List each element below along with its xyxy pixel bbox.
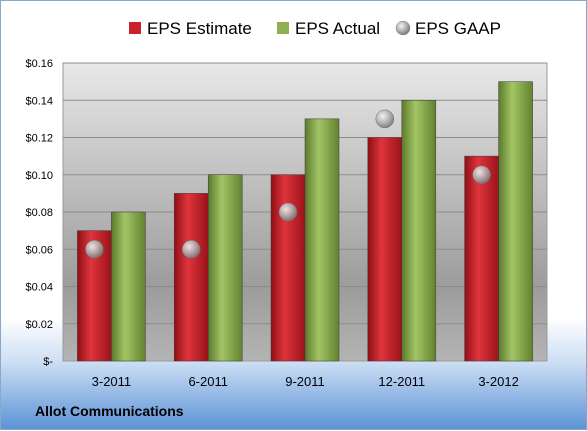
bar-eps-actual	[401, 100, 437, 362]
x-axis-labels: 3-2011 6-2011 9-2011 12-2011 3-2012	[92, 374, 519, 389]
bar-eps-actual	[111, 211, 146, 362]
marker-eps-gaap	[85, 240, 104, 259]
bar-eps-actual	[498, 81, 533, 362]
legend-label: EPS Estimate	[147, 19, 252, 38]
y-tick-label: $0.12	[25, 133, 53, 145]
bar-eps-estimate	[367, 137, 403, 362]
bar-eps-actual	[207, 174, 243, 362]
y-tick-label: $0.10	[25, 170, 53, 182]
x-tick-label: 9-2011	[285, 374, 325, 389]
bar-eps-estimate	[173, 193, 209, 362]
y-tick-label: $0.16	[25, 58, 53, 70]
bar-eps-estimate	[270, 174, 306, 362]
legend-label: EPS Actual	[295, 19, 380, 38]
y-tick-label: $0.08	[25, 207, 53, 219]
y-tick-label: $0.04	[25, 282, 53, 294]
company-name: Allot Communications	[35, 403, 184, 419]
x-tick-label: 3-2011	[92, 374, 132, 389]
y-axis-ticks: $- $0.02 $0.04 $0.06 $0.08 $0.10 $0.12 $0.14 $0.…	[25, 58, 53, 368]
gaap-markers	[85, 109, 491, 259]
y-tick-label: $0.06	[25, 244, 53, 256]
legend-label: EPS GAAP	[415, 19, 501, 38]
marker-eps-gaap	[472, 165, 491, 184]
x-tick-label: 3-2012	[478, 374, 518, 389]
legend-swatch	[395, 20, 411, 36]
marker-eps-gaap	[278, 202, 298, 222]
x-tick-label: 12-2011	[378, 374, 425, 389]
legend-swatch	[277, 22, 289, 34]
y-tick-label: $-	[43, 356, 53, 368]
bar-eps-estimate	[464, 155, 499, 362]
y-tick-label: $0.02	[25, 319, 53, 331]
bar-eps-actual	[304, 118, 340, 362]
y-tick-label: $0.14	[25, 95, 53, 107]
marker-eps-gaap	[375, 109, 395, 129]
x-tick-label: 6-2011	[188, 374, 228, 389]
marker-eps-gaap	[181, 240, 201, 259]
legend-swatch	[129, 22, 141, 34]
legend: EPS Estimate EPS Actual EPS GAAP	[129, 19, 501, 38]
